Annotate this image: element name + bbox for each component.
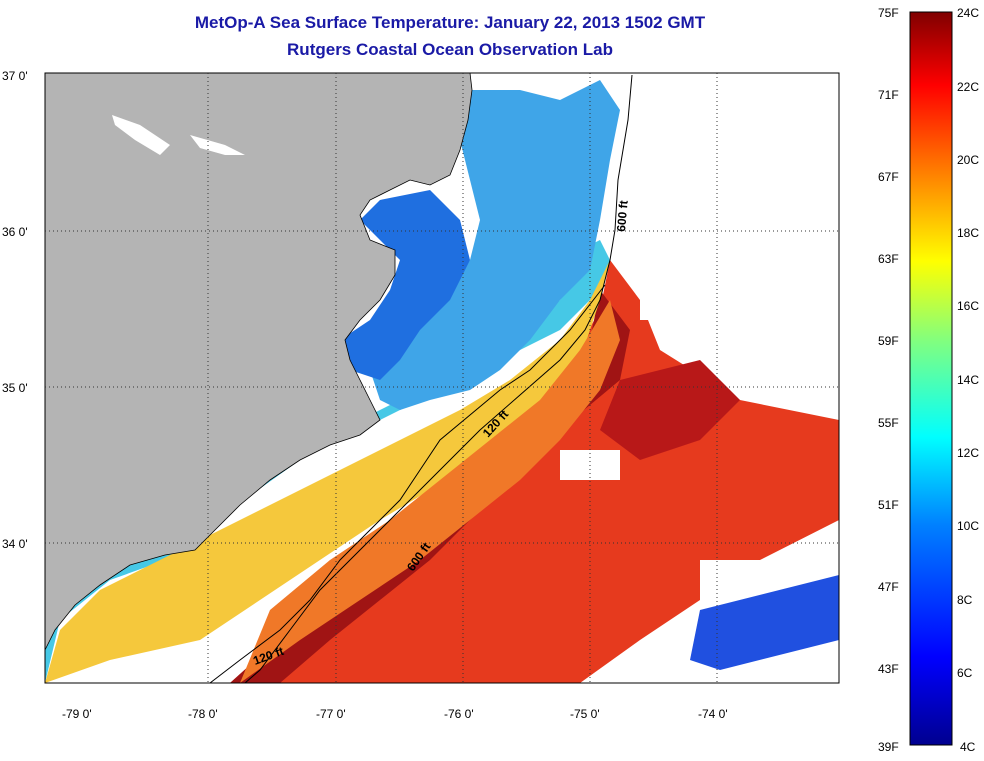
colorbar-f-label: 43F [878, 662, 899, 676]
colorbar-f-label: 67F [878, 170, 899, 184]
lon-label: -75 0' [570, 707, 600, 721]
isobath-600ft-line [244, 74, 633, 683]
inland-lake [112, 115, 170, 155]
land-mass [45, 73, 473, 651]
lon-label: -74 0' [698, 707, 728, 721]
lon-label: -77 0' [316, 707, 346, 721]
outer-shelf-water [240, 300, 620, 683]
lon-label: -78 0' [188, 707, 218, 721]
colorbar-c-label: 8C [957, 593, 973, 607]
colorbar [909, 11, 953, 746]
colorbar-f-label: 39F [878, 740, 899, 754]
lon-label: -79 0' [62, 707, 92, 721]
colorbar-c-label: 12C [957, 446, 980, 460]
colorbar-c-label: 20C [957, 153, 980, 167]
lat-label: 34 0' [2, 537, 28, 551]
grid-lines [45, 73, 839, 683]
colorbar-c-label: 22C [957, 80, 980, 94]
isobath-label-600ft: 600 ft [614, 200, 631, 232]
colorbar-c-label: 4C [960, 740, 976, 754]
lat-label: 37 0' [2, 69, 28, 83]
map-title-line2: Rutgers Coastal Ocean Observation Lab [287, 40, 613, 59]
colorbar-c-label: 24C [957, 6, 980, 20]
mid-shelf-water [45, 260, 610, 683]
colorbar-c-label: 6C [957, 666, 973, 680]
map-frame [44, 72, 840, 684]
map-title-line1: MetOp-A Sea Surface Temperature: January… [194, 13, 706, 32]
pamlico-sound [340, 190, 470, 380]
lon-label: -76 0' [444, 707, 474, 721]
gulf-stream-eddy [600, 360, 740, 460]
cold-filament [690, 575, 839, 670]
colorbar-c-label: 10C [957, 519, 980, 533]
colorbar-f-label: 59F [878, 334, 899, 348]
lat-label: 35 0' [2, 381, 28, 395]
colorbar-c-label: 16C [957, 299, 980, 313]
colorbar-f-label: 55F [878, 416, 899, 430]
colorbar-c-label: 14C [957, 373, 980, 387]
colorbar-c-label: 18C [957, 226, 980, 240]
nearshore-water [370, 80, 620, 410]
colorbar-f-label: 51F [878, 498, 899, 512]
inland-lake [190, 135, 245, 155]
colorbar-f-label: 75F [878, 6, 899, 20]
isobath-120ft-line [209, 284, 606, 683]
colorbar-f-label: 63F [878, 252, 899, 266]
cloud-patch [640, 200, 839, 320]
lat-label: 36 0' [2, 225, 28, 239]
colorbar-f-label: 71F [878, 88, 899, 102]
colorbar-f-label: 47F [878, 580, 899, 594]
